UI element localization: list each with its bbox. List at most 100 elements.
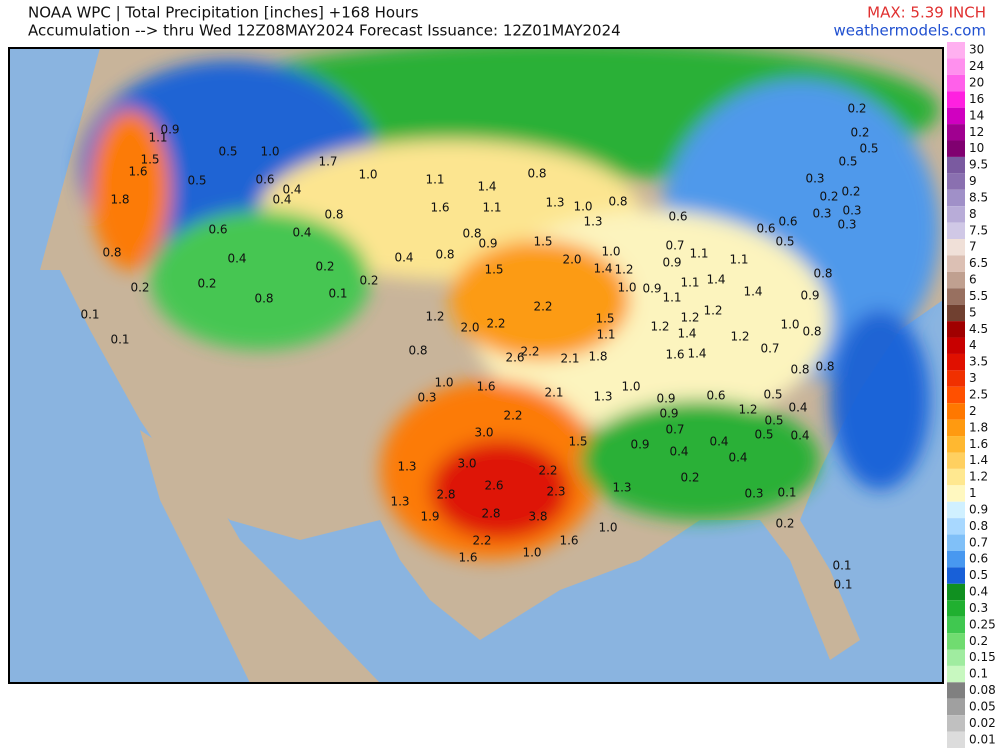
map-label: 2.8 xyxy=(481,507,500,521)
legend-label: 0.4 xyxy=(969,585,988,599)
map-label: 0.3 xyxy=(842,204,861,218)
map-label: 2.2 xyxy=(520,345,539,359)
legend-label: 0.5 xyxy=(969,568,988,582)
legend-label: 0.1 xyxy=(969,667,988,681)
map-label: 0.4 xyxy=(790,429,809,443)
legend-swatch xyxy=(947,485,965,502)
map-label: 0.9 xyxy=(478,237,497,251)
map-label: 1.1 xyxy=(729,253,748,267)
map-label: 0.8 xyxy=(813,267,832,281)
map-label: 0.8 xyxy=(462,227,481,241)
map-label: 0.4 xyxy=(728,451,747,465)
map-label: 0.2 xyxy=(850,126,869,140)
legend-label: 1.6 xyxy=(969,437,988,451)
legend-label: 12 xyxy=(969,125,984,139)
legend-label: 6 xyxy=(969,273,977,287)
map-label: 1.3 xyxy=(545,196,564,210)
legend-label: 16 xyxy=(969,92,984,106)
map-label: 0.8 xyxy=(102,246,121,260)
map-label: 0.7 xyxy=(665,423,684,437)
map-label: 1.6 xyxy=(128,165,147,179)
map-label: 3.8 xyxy=(528,510,547,524)
map-label: 2.0 xyxy=(562,253,581,267)
legend-swatch xyxy=(947,600,965,617)
map-label: 1.3 xyxy=(397,460,416,474)
legend-label: 2 xyxy=(969,404,977,418)
legend-swatch xyxy=(947,337,965,354)
legend-swatch xyxy=(947,304,965,322)
map-label: 0.3 xyxy=(417,391,436,405)
map-label: 0.6 xyxy=(208,223,227,237)
legend-label: 9 xyxy=(969,174,977,188)
map-label: 0.5 xyxy=(775,235,794,249)
map-label: 1.4 xyxy=(477,180,496,194)
map-label: 2.2 xyxy=(538,464,557,478)
legend-swatch xyxy=(947,189,965,207)
map-label: 0.8 xyxy=(802,325,821,339)
map-label: 0.6 xyxy=(255,173,274,187)
map-label: 3.0 xyxy=(457,457,476,471)
map-label: 2.6 xyxy=(505,351,524,365)
map-label: 1.2 xyxy=(680,311,699,325)
map-label: 0.5 xyxy=(754,428,773,442)
map-label: 0.4 xyxy=(394,251,413,265)
legend-swatch xyxy=(947,698,965,716)
map-label: 1.0 xyxy=(780,318,799,332)
legend-label: 24 xyxy=(969,59,984,73)
map-label: 0.5 xyxy=(859,142,878,156)
map-label: 0.4 xyxy=(709,435,728,449)
map-label: 1.6 xyxy=(430,201,449,215)
map-label: 0.8 xyxy=(527,167,546,181)
map-label: 0.2 xyxy=(847,102,866,116)
map-label: 1.1 xyxy=(680,276,699,290)
map-label: 2.1 xyxy=(544,386,563,400)
legend-swatch xyxy=(947,156,965,174)
map-label: 0.1 xyxy=(833,578,852,592)
map-label: 0.7 xyxy=(760,342,779,356)
map-label: 0.4 xyxy=(292,226,311,240)
map-label: 0.3 xyxy=(837,218,856,232)
legend-label: 0.05 xyxy=(969,699,996,713)
map-label: 0.9 xyxy=(630,438,649,452)
map-label: 1.1 xyxy=(148,131,167,145)
legend-label: 20 xyxy=(969,76,984,90)
map-label: 1.2 xyxy=(425,310,444,324)
map-label: 1.3 xyxy=(612,481,631,495)
legend-swatch xyxy=(947,403,965,420)
map-label: 1.2 xyxy=(650,320,669,334)
map-label: 1.7 xyxy=(318,155,337,169)
map-label: 1.8 xyxy=(588,350,607,364)
mexico xyxy=(140,430,380,683)
map-label: 1.5 xyxy=(533,235,552,249)
map-label: 1.4 xyxy=(743,285,762,299)
map-label: 1.8 xyxy=(110,193,129,207)
legend-swatch xyxy=(947,140,965,157)
map-label: 1.0 xyxy=(573,200,592,214)
map-label: 0.2 xyxy=(841,185,860,199)
legend-swatch xyxy=(947,91,965,108)
legend-swatch xyxy=(947,649,965,666)
legend-label: 0.25 xyxy=(969,617,996,631)
legend-label: 1.8 xyxy=(969,420,988,434)
map-label: 1.5 xyxy=(595,312,614,326)
map-label: 2.2 xyxy=(486,317,505,331)
map-label: 1.1 xyxy=(425,173,444,187)
map-label: 0.2 xyxy=(130,281,149,295)
map-label: 0.2 xyxy=(359,274,378,288)
legend-label: 10 xyxy=(969,141,984,155)
map-label: 0.9 xyxy=(656,392,675,406)
map-label: 0.7 xyxy=(665,239,684,253)
legend-swatch xyxy=(947,42,965,59)
legend-label: 5.5 xyxy=(969,289,988,303)
map-label: 0.1 xyxy=(110,333,129,347)
legend-swatch xyxy=(947,715,965,732)
legend-swatch xyxy=(947,107,965,125)
legend-swatch xyxy=(947,436,965,453)
legend-label: 8 xyxy=(969,207,977,221)
legend-swatch xyxy=(947,271,965,289)
legend-swatch xyxy=(947,370,965,387)
legend-label: 0.01 xyxy=(969,732,996,746)
legend-swatch xyxy=(947,173,965,190)
map-label: 1.0 xyxy=(601,245,620,259)
site-label: weathermodels.com xyxy=(833,22,986,40)
